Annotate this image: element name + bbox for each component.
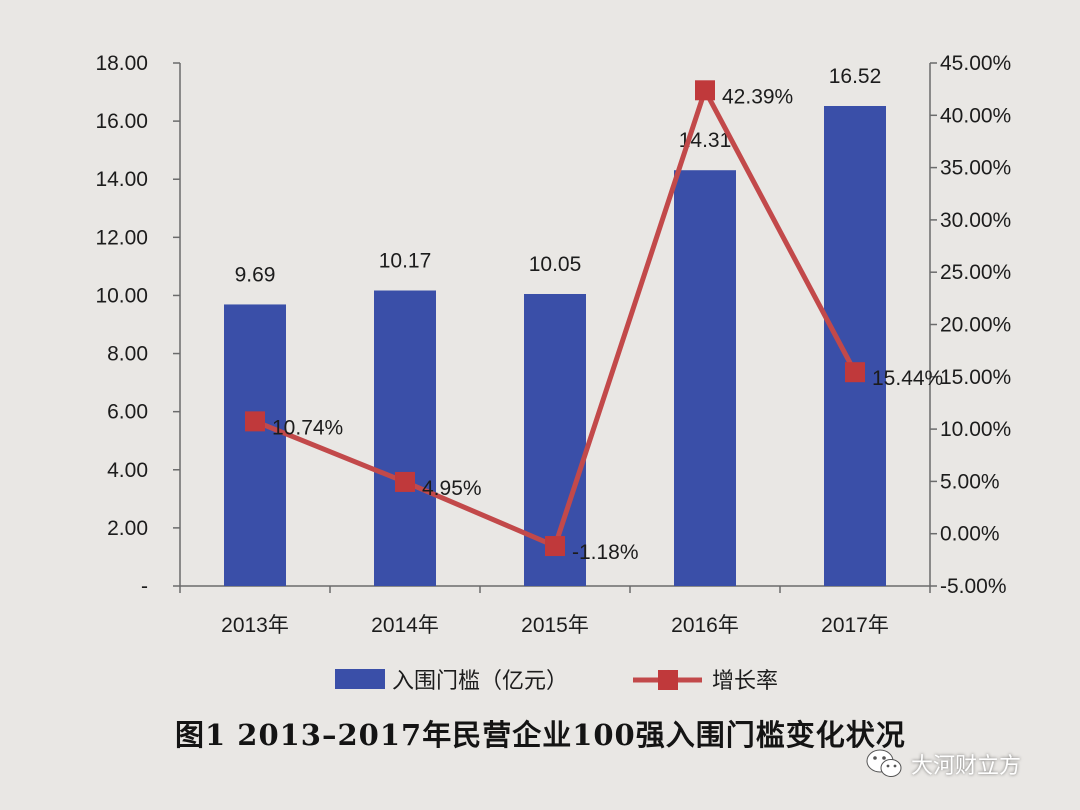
line-point-marker [845, 362, 865, 383]
x-tick-label: 2015年 [521, 614, 589, 637]
legend-label-line: 增长率 [712, 669, 778, 694]
left-tick-label: 4.00 [107, 459, 148, 482]
line-data-label: 4.95% [422, 477, 482, 500]
left-tick-label: 6.00 [107, 401, 148, 424]
right-tick-label: 40.00% [940, 104, 1011, 127]
left-tick-label: 18.00 [95, 52, 148, 75]
x-tick-label: 2014年 [371, 614, 439, 637]
line-data-label: 15.44% [872, 367, 943, 390]
line-point-marker [545, 536, 565, 557]
left-tick-label: 8.00 [107, 343, 148, 366]
legend-swatch-bar [335, 669, 385, 689]
right-tick-label: 25.00% [940, 261, 1011, 284]
watermark: 大河财立方 [865, 748, 1021, 780]
right-tick-label: 15.00% [940, 366, 1011, 389]
line-data-label: 10.74% [272, 416, 343, 439]
legend-swatch-marker [658, 670, 678, 690]
right-tick-label: 20.00% [940, 314, 1011, 337]
watermark-text: 大河财立方 [911, 754, 1022, 779]
line-point-marker [395, 471, 415, 492]
line-point-marker [245, 411, 265, 432]
bar [374, 290, 436, 586]
legend-label-bar: 入围门槛（亿元） [392, 669, 568, 694]
bar-data-label: 10.05 [529, 253, 582, 276]
bar [224, 304, 286, 586]
left-tick-label: - [141, 575, 148, 598]
x-tick-label: 2017年 [821, 614, 889, 637]
line-point-marker [695, 80, 715, 101]
left-tick-label: 14.00 [95, 168, 148, 191]
bar-data-label: 9.69 [235, 263, 276, 286]
right-tick-label: 5.00% [940, 470, 1000, 493]
right-tick-label: 0.00% [940, 523, 1000, 546]
wechat-icon [866, 749, 902, 777]
bar-data-label: 16.52 [829, 65, 882, 88]
line-data-label: -1.18% [572, 541, 639, 564]
left-tick-label: 2.00 [107, 517, 148, 540]
right-tick-label: 30.00% [940, 209, 1011, 232]
bar-data-label: 10.17 [379, 250, 432, 273]
bar [824, 106, 886, 586]
left-tick-label: 10.00 [95, 284, 148, 307]
right-tick-label: 35.00% [940, 157, 1011, 180]
chart-caption: 图1 2013–2017年民营企业100强入围门槛变化状况 [175, 718, 906, 752]
right-tick-label: 45.00% [940, 52, 1011, 75]
bar [674, 170, 736, 586]
right-tick-label: -5.00% [940, 575, 1007, 598]
x-tick-label: 2016年 [671, 614, 739, 637]
left-tick-label: 12.00 [95, 226, 148, 249]
left-tick-label: 16.00 [95, 110, 148, 133]
line-data-label: 42.39% [722, 85, 793, 108]
x-tick-label: 2013年 [221, 614, 289, 637]
right-tick-label: 10.00% [940, 418, 1011, 441]
